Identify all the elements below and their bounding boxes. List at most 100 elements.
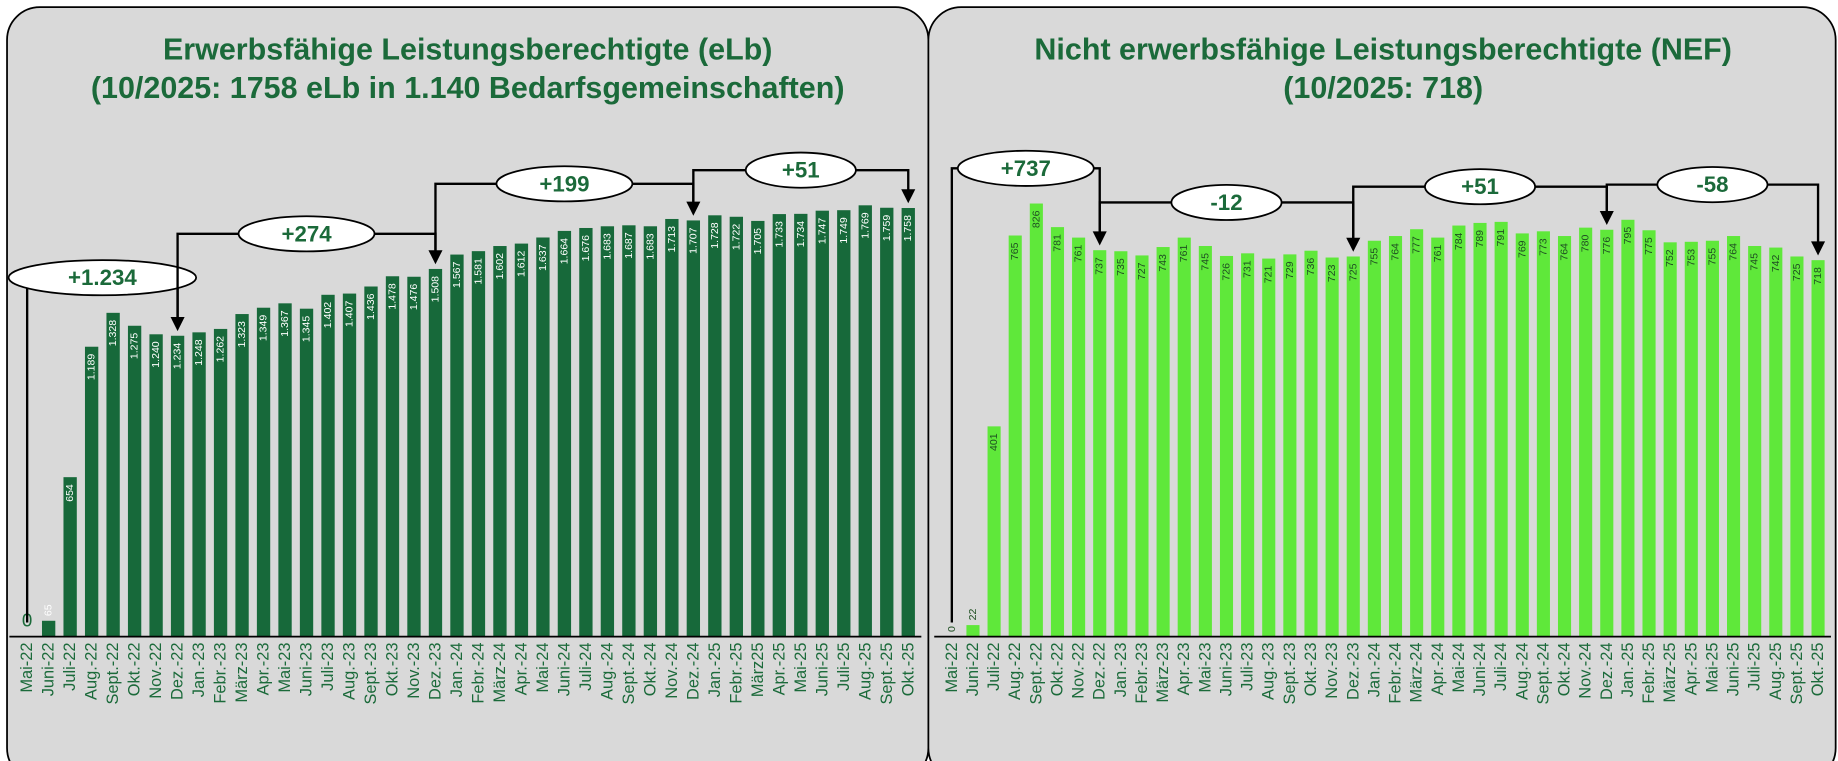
bar [1093, 250, 1107, 637]
x-tick-label: Aug.-23 [1260, 642, 1278, 699]
bar [1135, 255, 1149, 637]
bar [1642, 230, 1656, 637]
bar [729, 216, 743, 637]
x-tick-label: Mai-24 [1450, 642, 1468, 692]
bar [1325, 257, 1339, 637]
value-label: 1.234 [172, 343, 184, 369]
x-tick-label: Dez.-23 [1344, 642, 1362, 699]
x-tick-label: Sept.-24 [620, 642, 638, 704]
value-label: 745 [1749, 253, 1761, 271]
bar [84, 346, 99, 637]
bar [299, 308, 314, 637]
annotation-bubble [495, 165, 634, 203]
x-tick-label: Okt.-22 [1048, 642, 1066, 696]
value-label: 0 [946, 626, 958, 632]
value-label: 1.769 [859, 212, 871, 238]
bar [106, 312, 120, 637]
bar [1769, 247, 1783, 637]
value-label: 1.676 [580, 235, 592, 261]
value-label: 1.478 [386, 283, 398, 309]
x-tick-label: Mai-22 [943, 642, 961, 692]
bar [1114, 251, 1128, 637]
bar [708, 215, 722, 637]
bar [213, 328, 228, 637]
value-label: 1.328 [107, 320, 119, 346]
value-label: 1.508 [429, 276, 441, 302]
bar [342, 293, 357, 637]
bracket-arrow [686, 201, 701, 216]
bracket-arrow [170, 316, 185, 332]
value-label: 791 [1495, 229, 1507, 247]
x-tick-label: Jan.-23 [190, 642, 208, 697]
value-label: 781 [1051, 234, 1063, 252]
annotation-label: -12 [1210, 190, 1242, 215]
x-tick-label: Sept.-25 [878, 642, 896, 704]
x-tick-label: Okt.-23 [1302, 642, 1320, 696]
value-label: 769 [1516, 240, 1528, 258]
bracket-arrow [901, 189, 916, 204]
bar [1536, 231, 1550, 637]
annotation-bubble [1170, 183, 1283, 221]
value-label: 1.407 [344, 300, 356, 326]
x-tick-label: Juni-23 [298, 642, 316, 696]
value-label: 1.759 [881, 215, 893, 241]
x-tick-label: Apr.-25 [1682, 642, 1700, 695]
value-label: 725 [1791, 263, 1803, 281]
x-tick-label: Okt.-22 [126, 642, 144, 696]
value-label: 726 [1220, 263, 1232, 281]
x-tick-label: Juli-22 [985, 642, 1003, 690]
value-label: 1.734 [795, 221, 807, 247]
value-label: 22 [967, 609, 979, 621]
annotation-bubble [744, 151, 857, 189]
x-tick-label: Nov.-22 [1070, 642, 1088, 698]
value-label: 795 [1622, 227, 1634, 245]
value-label: 780 [1580, 235, 1592, 253]
bracket-arrow [1092, 231, 1107, 246]
bar [1726, 236, 1741, 637]
x-tick-label: Nov.-23 [1323, 642, 1341, 698]
x-tick-label: Aug.-22 [83, 642, 101, 699]
annotation-label: +737 [1001, 156, 1051, 181]
value-label: 1.758 [902, 215, 914, 241]
bar [1346, 256, 1360, 637]
x-tick-label: Juli-22 [61, 642, 79, 690]
x-tick-label: Febr.-24 [1387, 642, 1405, 703]
value-label: 1.189 [86, 354, 98, 380]
x-tick-label: Aug.-22 [1006, 642, 1024, 699]
value-label: 761 [1073, 245, 1085, 263]
value-label: 775 [1643, 237, 1655, 255]
value-label: 789 [1474, 230, 1486, 248]
bar [794, 213, 808, 637]
x-tick-label: Aug.-25 [1767, 642, 1785, 699]
x-tick-label: Dez.-24 [684, 642, 702, 699]
bar [1811, 260, 1825, 637]
x-tick-label: Sept.-22 [104, 642, 122, 704]
bar [901, 207, 915, 637]
value-label: 736 [1305, 258, 1317, 276]
x-tick-label: Febr.-24 [469, 642, 487, 703]
x-tick-label: Juni-22 [964, 642, 982, 696]
x-tick-label: Okt.-24 [641, 642, 659, 696]
annotation-bubble [1656, 166, 1769, 204]
x-tick-label: Jan.-25 [706, 642, 724, 697]
value-label: 742 [1770, 254, 1782, 272]
bar [966, 625, 980, 637]
value-label: 745 [1199, 253, 1211, 271]
x-tick-label: Jan.-24 [1365, 642, 1383, 697]
bar [686, 220, 701, 637]
value-label: 1.248 [193, 339, 205, 365]
x-tick-label: Mai-24 [534, 642, 552, 692]
value-label: 1.402 [322, 302, 334, 328]
x-tick-label: Juli-23 [319, 642, 337, 690]
bar [493, 246, 507, 637]
value-label: 1.240 [150, 341, 162, 367]
bar [536, 237, 550, 637]
bar [1515, 233, 1529, 637]
value-label: 1.733 [773, 221, 785, 247]
x-tick-label: Juni-22 [40, 642, 58, 696]
bar [1579, 227, 1593, 637]
bar [1494, 221, 1508, 637]
bar [407, 276, 421, 637]
value-label: 753 [1685, 249, 1697, 267]
